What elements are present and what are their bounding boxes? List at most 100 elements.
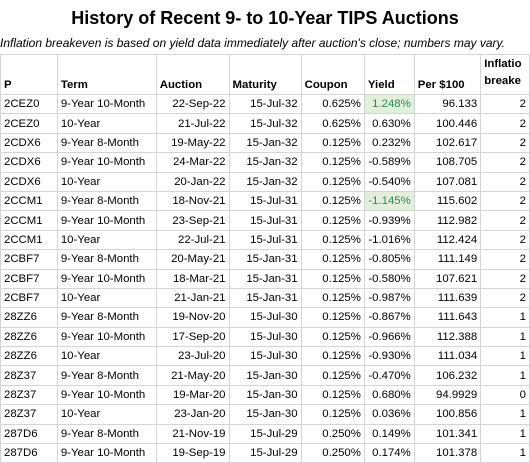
cell-coupon: 0.125%	[300, 287, 365, 309]
cell-maturity: 15-Jan-32	[228, 171, 302, 192]
cell-cusip: 287D6	[0, 423, 58, 445]
cell-auction: 20-Jan-22	[155, 171, 230, 192]
table-row: 28Z37 10-Year 23-Jan-20 15-Jan-30 0.125% 0.03…	[0, 404, 530, 425]
cell-per100: 112.982	[413, 210, 482, 231]
cell-term: 9-Year 10-Month	[56, 384, 157, 406]
cell-inflation-breakeven: 1	[480, 443, 530, 463]
column-header-per100: Per $100	[413, 54, 482, 95]
cell-coupon: 0.125%	[300, 384, 365, 406]
table-row: 28ZZ6 10-Year 23-Jul-20 15-Jul-30 0.125% -0.9…	[0, 346, 530, 367]
cell-term: 9-Year 8-Month	[56, 365, 157, 386]
cell-term: 9-Year 10-Month	[56, 443, 157, 463]
cell-cusip: 2CBF7	[0, 268, 58, 289]
cell-per100: 111.639	[413, 287, 482, 309]
cell-cusip: 28ZZ6	[0, 307, 58, 328]
table-row: 28Z37 9-Year 8-Month 21-May-20 15-Jan-30 0.1…	[0, 365, 530, 386]
cell-cusip: 2CBF7	[0, 287, 58, 309]
cell-coupon: 0.250%	[300, 443, 365, 463]
cell-maturity: 15-Jul-30	[228, 346, 302, 367]
cell-inflation-breakeven: 2	[480, 210, 530, 231]
cell-auction: 21-May-20	[155, 365, 230, 386]
cell-term: 10-Year	[56, 346, 157, 367]
cell-inflation-breakeven: 2	[480, 171, 530, 192]
cell-inflation-breakeven: 2	[480, 287, 530, 309]
cell-coupon: 0.125%	[300, 326, 365, 348]
cell-yield: 0.036%	[363, 404, 415, 425]
column-header-maturity: Maturity	[228, 54, 302, 95]
table-row: 2CEZ0 9-Year 10-Month 22-Sep-22 15-Jul-32 0.…	[0, 93, 530, 115]
cell-cusip: 287D6	[0, 443, 58, 463]
cell-per100: 100.856	[413, 404, 482, 425]
column-header-inflation-breakeven: Inflatio breake	[480, 54, 530, 95]
cell-auction: 19-Nov-20	[155, 307, 230, 328]
cell-auction: 18-Nov-21	[155, 190, 230, 212]
cell-coupon: 0.125%	[300, 132, 365, 154]
column-header-coupon: Coupon	[300, 54, 365, 95]
cell-term: 9-Year 10-Month	[56, 326, 157, 348]
cell-inflation-breakeven: 2	[480, 93, 530, 115]
cell-auction: 22-Jul-21	[155, 229, 230, 251]
cell-auction: 19-May-22	[155, 132, 230, 154]
cell-maturity: 15-Jul-29	[228, 423, 302, 445]
cell-cusip: 2CBF7	[0, 249, 58, 270]
cell-maturity: 15-Jan-30	[228, 384, 302, 406]
column-header-inflation-breakeven-line1: Inflatio	[484, 58, 522, 70]
cell-yield: -0.805%	[363, 249, 415, 270]
cell-cusip: 2CCM1	[0, 190, 58, 212]
page-subtitle: Inflation breakeven is based on yield da…	[0, 36, 505, 50]
cell-maturity: 15-Jan-31	[228, 249, 302, 270]
cell-cusip: 2CEZ0	[0, 93, 58, 115]
cell-auction: 19-Sep-19	[155, 443, 230, 463]
cell-cusip: 2CEZ0	[0, 113, 58, 134]
cell-coupon: 0.125%	[300, 229, 365, 251]
column-header-term: Term	[56, 54, 157, 95]
cell-maturity: 15-Jul-30	[228, 326, 302, 348]
table-row: 2CCM1 9-Year 10-Month 23-Sep-21 15-Jul-31 0.…	[0, 210, 530, 231]
cell-inflation-breakeven: 2	[480, 190, 530, 212]
cell-term: 9-Year 8-Month	[56, 190, 157, 212]
cell-maturity: 15-Jan-31	[228, 268, 302, 289]
cell-maturity: 15-Jul-29	[228, 443, 302, 463]
cell-maturity: 15-Jul-30	[228, 307, 302, 328]
cell-auction: 22-Sep-22	[155, 93, 230, 115]
cell-yield: 1.248%	[363, 93, 415, 115]
cell-yield: -0.966%	[363, 326, 415, 348]
cell-auction: 20-May-21	[155, 249, 230, 270]
cell-inflation-breakeven: 2	[480, 113, 530, 134]
cell-cusip: 2CCM1	[0, 210, 58, 231]
cell-yield: 0.174%	[363, 443, 415, 463]
cell-per100: 112.424	[413, 229, 482, 251]
column-header-cusip: P	[0, 54, 58, 95]
cell-per100: 107.621	[413, 268, 482, 289]
cell-term: 9-Year 10-Month	[56, 210, 157, 231]
cell-yield: 0.680%	[363, 384, 415, 406]
table-row: 28Z37 9-Year 10-Month 19-Mar-20 15-Jan-30 0.…	[0, 384, 530, 406]
cell-auction: 24-Mar-22	[155, 152, 230, 173]
cell-maturity: 15-Jan-32	[228, 132, 302, 154]
table-row: 2CBF7 9-Year 8-Month 20-May-21 15-Jan-31 0.1…	[0, 249, 530, 270]
cell-inflation-breakeven: 0	[480, 384, 530, 406]
cell-term: 9-Year 10-Month	[56, 152, 157, 173]
cell-inflation-breakeven: 1	[480, 346, 530, 367]
cell-inflation-breakeven: 1	[480, 365, 530, 386]
cell-inflation-breakeven: 1	[480, 326, 530, 348]
cell-coupon: 0.250%	[300, 423, 365, 445]
cell-per100: 111.643	[413, 307, 482, 328]
cell-auction: 23-Jul-20	[155, 346, 230, 367]
cell-inflation-breakeven: 2	[480, 152, 530, 173]
cell-yield: -0.580%	[363, 268, 415, 289]
column-header-inflation-breakeven-line2: breake	[484, 75, 521, 87]
cell-cusip: 28Z37	[0, 365, 58, 386]
cell-maturity: 15-Jul-31	[228, 210, 302, 231]
cell-maturity: 15-Jan-30	[228, 404, 302, 425]
cell-auction: 19-Mar-20	[155, 384, 230, 406]
table-row: 287D6 9-Year 10-Month 19-Sep-19 15-Jul-29 0.…	[0, 443, 530, 463]
cell-coupon: 0.625%	[300, 93, 365, 115]
cell-per100: 102.617	[413, 132, 482, 154]
cell-yield: -0.470%	[363, 365, 415, 386]
table-row: 2CEZ0 10-Year 21-Jul-22 15-Jul-32 0.625% 0.63…	[0, 113, 530, 134]
cell-per100: 112.388	[413, 326, 482, 348]
cell-auction: 21-Jul-22	[155, 113, 230, 134]
cell-coupon: 0.125%	[300, 152, 365, 173]
cell-per100: 96.133	[413, 93, 482, 115]
